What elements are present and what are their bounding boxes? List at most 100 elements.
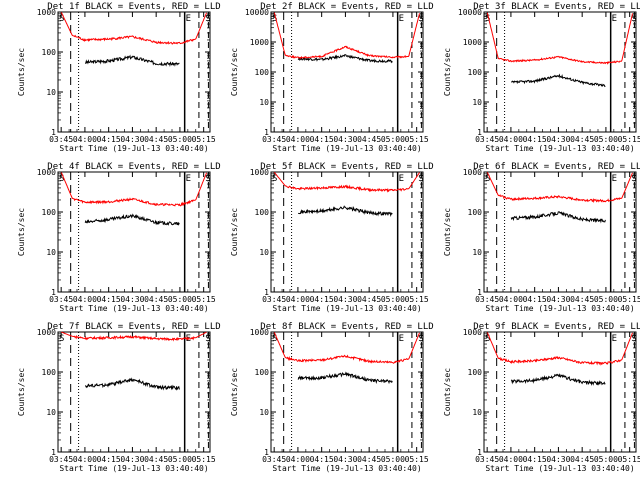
x-tick-label: 04:00 <box>286 455 310 464</box>
x-tick-label: 04:15 <box>523 455 547 464</box>
y-tick-label: 1 <box>51 448 56 457</box>
x-tick-label: 04:45 <box>357 455 381 464</box>
y-tick-label: 10 <box>46 408 56 417</box>
x-tick-label: 04:45 <box>570 455 594 464</box>
start-marker: S <box>631 14 636 24</box>
lld-series-line <box>273 12 420 60</box>
plot-frame <box>57 11 211 133</box>
lld-series-line <box>60 172 207 207</box>
end-marker: E <box>399 14 404 24</box>
x-tick-label: 04:15 <box>523 295 547 304</box>
x-axis-label: Start Time (19-Jul-13 03:40:40) <box>485 144 634 153</box>
plot-frame <box>270 171 424 293</box>
x-tick-label: 05:00 <box>594 135 618 144</box>
x-tick-label: 03:45 <box>475 135 499 144</box>
y-axis-label: Counts/sec <box>230 368 239 416</box>
x-tick-label: 04:15 <box>310 295 334 304</box>
y-tick-label: 100 <box>42 208 57 217</box>
lld-series-line <box>486 172 633 204</box>
x-tick-label: 03:45 <box>262 455 286 464</box>
events-series-line <box>510 211 606 224</box>
end-marker: E <box>399 334 404 344</box>
x-tick-label: 04:45 <box>357 295 381 304</box>
panel-det-9: Det 9f BLACK = Events, RED = LLD 1 10 100 10… <box>443 322 640 473</box>
events-series-line <box>297 371 393 385</box>
start-marker: S <box>631 334 636 344</box>
y-tick-label: 100 <box>468 368 483 377</box>
x-tick-label: 04:00 <box>73 455 97 464</box>
x-tick-label: 03:45 <box>49 135 73 144</box>
y-tick-label: 100 <box>255 208 270 217</box>
y-tick-label: 1000 <box>250 38 269 47</box>
start-marker: S <box>205 174 210 184</box>
y-tick-label: 1 <box>51 288 56 297</box>
x-tick-label: 05:15 <box>405 135 429 144</box>
lld-series-line <box>486 12 633 65</box>
start-marker: S <box>272 334 277 344</box>
y-tick-label: 10 <box>259 408 269 417</box>
panel-title: Det 4f BLACK = Events, RED = LLD <box>47 162 220 172</box>
y-tick-label: 1 <box>477 288 482 297</box>
y-axis-label: Counts/sec <box>443 208 452 256</box>
end-marker: E <box>612 14 617 24</box>
y-tick-label: 100 <box>468 68 483 77</box>
events-series-line <box>297 54 393 64</box>
y-tick-label: 10 <box>472 248 482 257</box>
x-tick-label: 04:15 <box>310 135 334 144</box>
panel-det-5: Det 5f BLACK = Events, RED = LLD 1 10 100 10… <box>230 162 434 313</box>
start-marker: S <box>485 334 490 344</box>
panel-title: Det 3f BLACK = Events, RED = LLD <box>473 2 640 12</box>
x-tick-label: 04:15 <box>97 135 121 144</box>
x-tick-label: 05:00 <box>168 455 192 464</box>
x-tick-label: 05:00 <box>594 295 618 304</box>
y-axis-label: Counts/sec <box>230 208 239 256</box>
panel-det-2: Det 2f BLACK = Events, RED = LLD 1 10 100 10… <box>230 2 434 153</box>
x-axis-label: Start Time (19-Jul-13 03:40:40) <box>59 464 208 473</box>
plot-frame <box>57 171 211 293</box>
x-tick-label: 04:45 <box>570 135 594 144</box>
events-series-line <box>84 213 180 226</box>
start-marker: S <box>272 14 277 24</box>
events-series-line <box>298 205 393 218</box>
x-tick-label: 04:30 <box>333 455 357 464</box>
x-tick-label: 03:45 <box>49 455 73 464</box>
y-tick-label: 1 <box>264 128 269 137</box>
plot-frame <box>483 171 637 293</box>
x-tick-label: 05:00 <box>381 295 405 304</box>
x-tick-label: 04:15 <box>523 135 547 144</box>
y-tick-label: 10 <box>472 98 482 107</box>
x-tick-label: 03:45 <box>262 135 286 144</box>
x-tick-label: 05:00 <box>594 455 618 464</box>
start-marker: S <box>272 174 277 184</box>
lld-series-line <box>61 331 207 342</box>
x-tick-label: 04:30 <box>120 295 144 304</box>
y-tick-label: 10 <box>472 408 482 417</box>
y-axis-label: Counts/sec <box>17 208 26 256</box>
lld-series-line <box>273 332 420 364</box>
x-axis-label: Start Time (19-Jul-13 03:40:40) <box>485 304 634 313</box>
end-marker: E <box>399 174 404 184</box>
plot-frame <box>57 331 211 453</box>
y-tick-label: 1 <box>264 448 269 457</box>
x-tick-label: 05:00 <box>168 135 192 144</box>
start-marker: S <box>205 334 210 344</box>
x-tick-label: 04:00 <box>73 295 97 304</box>
x-axis-label: Start Time (19-Jul-13 03:40:40) <box>485 464 634 473</box>
x-tick-label: 04:30 <box>120 455 144 464</box>
x-tick-label: 04:30 <box>333 135 357 144</box>
plot-frame <box>483 11 637 133</box>
x-axis-label: Start Time (19-Jul-13 03:40:40) <box>272 464 421 473</box>
end-marker: E <box>186 14 191 24</box>
y-tick-label: 1 <box>264 288 269 297</box>
end-marker: E <box>612 174 617 184</box>
panel-title: Det 7f BLACK = Events, RED = LLD <box>47 322 220 332</box>
y-tick-label: 10000 <box>458 8 482 17</box>
y-tick-label: 1000 <box>250 328 269 337</box>
y-tick-label: 10 <box>259 98 269 107</box>
end-marker: E <box>186 174 191 184</box>
panel-title: Det 2f BLACK = Events, RED = LLD <box>260 2 433 12</box>
y-tick-label: 100 <box>255 68 270 77</box>
x-tick-label: 04:00 <box>499 455 523 464</box>
x-tick-label: 04:15 <box>97 455 121 464</box>
lld-series-line <box>486 332 633 366</box>
